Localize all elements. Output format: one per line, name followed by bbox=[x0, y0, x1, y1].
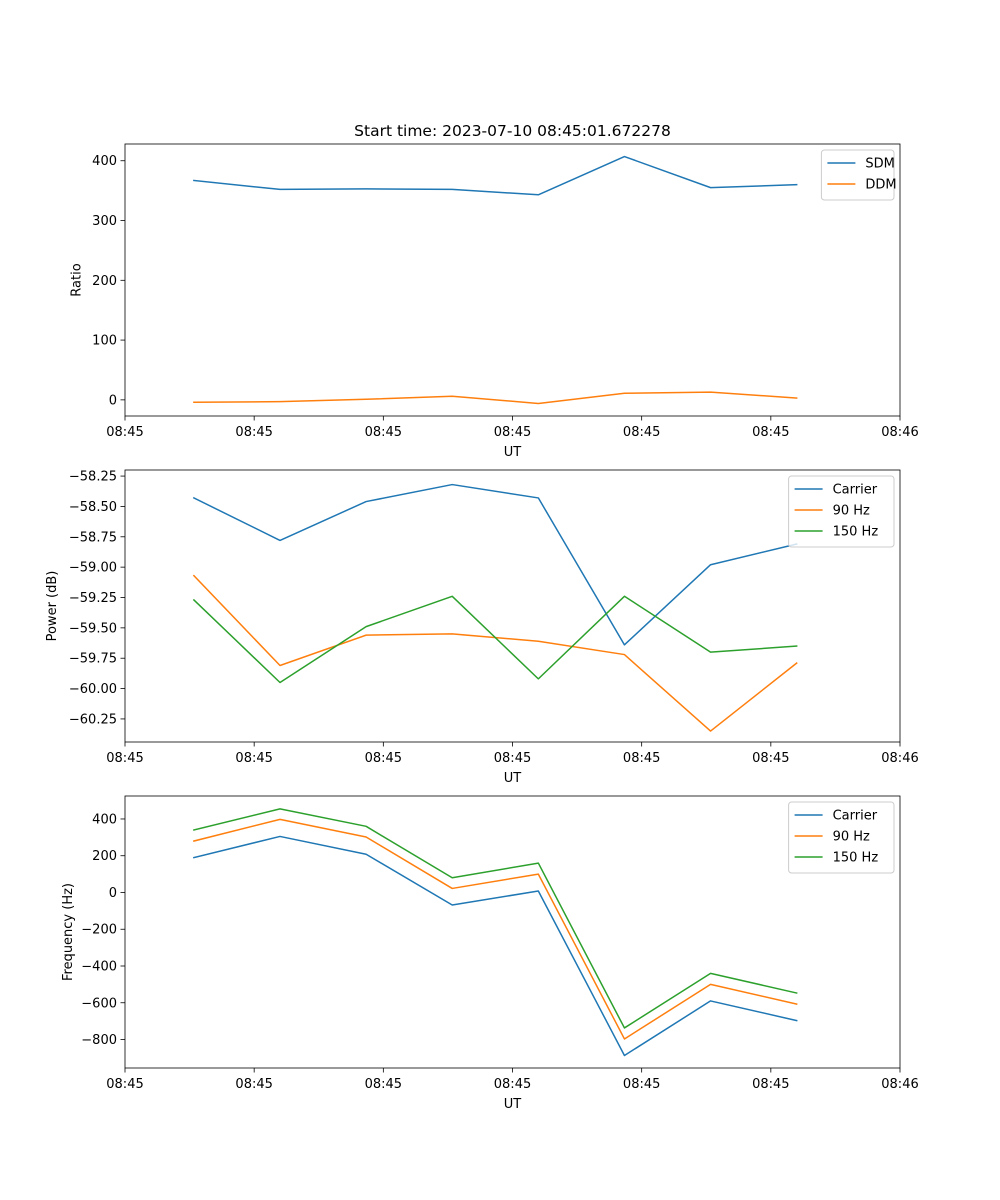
legend-label: Carrier bbox=[833, 483, 878, 498]
x-tick-label: 08:45 bbox=[623, 425, 660, 440]
x-tick-label: 08:45 bbox=[494, 751, 531, 766]
series-line-150-hz bbox=[192, 808, 798, 1029]
legend-label: 90 Hz bbox=[833, 830, 870, 845]
y-tick-label: 300 bbox=[92, 214, 117, 229]
legend-label: 150 Hz bbox=[833, 851, 879, 866]
legend: SDM DDM bbox=[820, 149, 897, 201]
x-tick-label: 08:45 bbox=[365, 1077, 402, 1092]
x-tick-label: 08:45 bbox=[752, 425, 789, 440]
x-tick-label: 08:45 bbox=[494, 425, 531, 440]
y-tick-label: 200 bbox=[92, 274, 117, 289]
y-tick-label: −60.25 bbox=[69, 712, 117, 727]
x-tick-label: 08:45 bbox=[106, 425, 143, 440]
x-tick-label: 08:45 bbox=[752, 751, 789, 766]
x-tick-label: 08:45 bbox=[235, 1077, 272, 1092]
panel-1: 08:45 08:45 08:45 08:45 08:45 08:45 08:46 UT 0 10… bbox=[69, 122, 918, 460]
y-tick-label: −59.75 bbox=[69, 652, 117, 667]
x-tick-label: 08:46 bbox=[881, 1077, 918, 1092]
chart-title: Start time: 2023-07-10 08:45:01.672278 bbox=[354, 122, 671, 140]
y-tick-label: 400 bbox=[92, 154, 117, 169]
legend-box bbox=[788, 801, 895, 874]
x-axis-label: UT bbox=[504, 771, 522, 786]
y-tick-label: −200 bbox=[81, 923, 117, 938]
y-tick-label: 200 bbox=[92, 849, 117, 864]
x-tick-label: 08:45 bbox=[365, 751, 402, 766]
x-tick-label: 08:45 bbox=[623, 751, 660, 766]
series-line-carrier bbox=[192, 835, 798, 1057]
legend-box bbox=[788, 475, 895, 548]
legend-label: Carrier bbox=[833, 809, 878, 824]
x-axis-label: UT bbox=[504, 445, 522, 460]
y-tick-label: 400 bbox=[92, 812, 117, 827]
legend-label: 90 Hz bbox=[833, 504, 870, 519]
x-tick-label: 08:45 bbox=[494, 1077, 531, 1092]
y-tick-label: −800 bbox=[81, 1033, 117, 1048]
y-tick-label: −60.00 bbox=[69, 682, 117, 697]
series-line-ddm bbox=[193, 391, 798, 405]
x-tick-label: 08:46 bbox=[881, 751, 918, 766]
y-axis-label: Ratio bbox=[69, 263, 84, 296]
x-tick-label: 08:45 bbox=[623, 1077, 660, 1092]
panel-3: 08:45 08:45 08:45 08:45 08:45 08:45 08:46 UT 400… bbox=[61, 795, 919, 1112]
x-tick-label: 08:45 bbox=[235, 751, 272, 766]
y-axis-label: Power (dB) bbox=[45, 571, 60, 642]
x-tick-label: 08:46 bbox=[881, 425, 918, 440]
series-line-sdm bbox=[193, 155, 798, 196]
y-tick-label: −59.25 bbox=[69, 591, 117, 606]
legend-label: 150 Hz bbox=[833, 525, 879, 540]
legend-label: DDM bbox=[865, 178, 896, 193]
x-tick-label: 08:45 bbox=[106, 751, 143, 766]
series-line-carrier bbox=[192, 483, 798, 646]
x-tick-label: 08:45 bbox=[752, 1077, 789, 1092]
y-tick-label: −59.50 bbox=[69, 621, 117, 636]
series-line-90-hz bbox=[192, 818, 798, 1040]
x-tick-label: 08:45 bbox=[106, 1077, 143, 1092]
y-tick-label: −59.00 bbox=[69, 561, 117, 576]
legend: Carrier 90 Hz 150 Hz bbox=[788, 801, 895, 874]
y-tick-label: −600 bbox=[81, 996, 117, 1011]
legend-label: SDM bbox=[865, 157, 894, 172]
y-axis-label: Frequency (Hz) bbox=[61, 883, 76, 981]
y-tick-label: −400 bbox=[81, 960, 117, 975]
y-tick-label: −58.25 bbox=[69, 470, 117, 485]
x-axis-label: UT bbox=[504, 1097, 522, 1112]
y-tick-label: −58.75 bbox=[69, 530, 117, 545]
x-tick-label: 08:45 bbox=[365, 425, 402, 440]
y-tick-label: −58.50 bbox=[69, 500, 117, 515]
panel-2: 08:45 08:45 08:45 08:45 08:45 08:45 08:46 UT −58… bbox=[45, 470, 919, 786]
series-line-150-hz bbox=[192, 595, 798, 684]
x-tick-label: 08:45 bbox=[235, 425, 272, 440]
y-tick-label: 0 bbox=[109, 886, 117, 901]
y-tick-label: 0 bbox=[109, 393, 117, 408]
y-tick-label: 100 bbox=[92, 334, 117, 349]
legend: Carrier 90 Hz 150 Hz bbox=[788, 475, 895, 548]
